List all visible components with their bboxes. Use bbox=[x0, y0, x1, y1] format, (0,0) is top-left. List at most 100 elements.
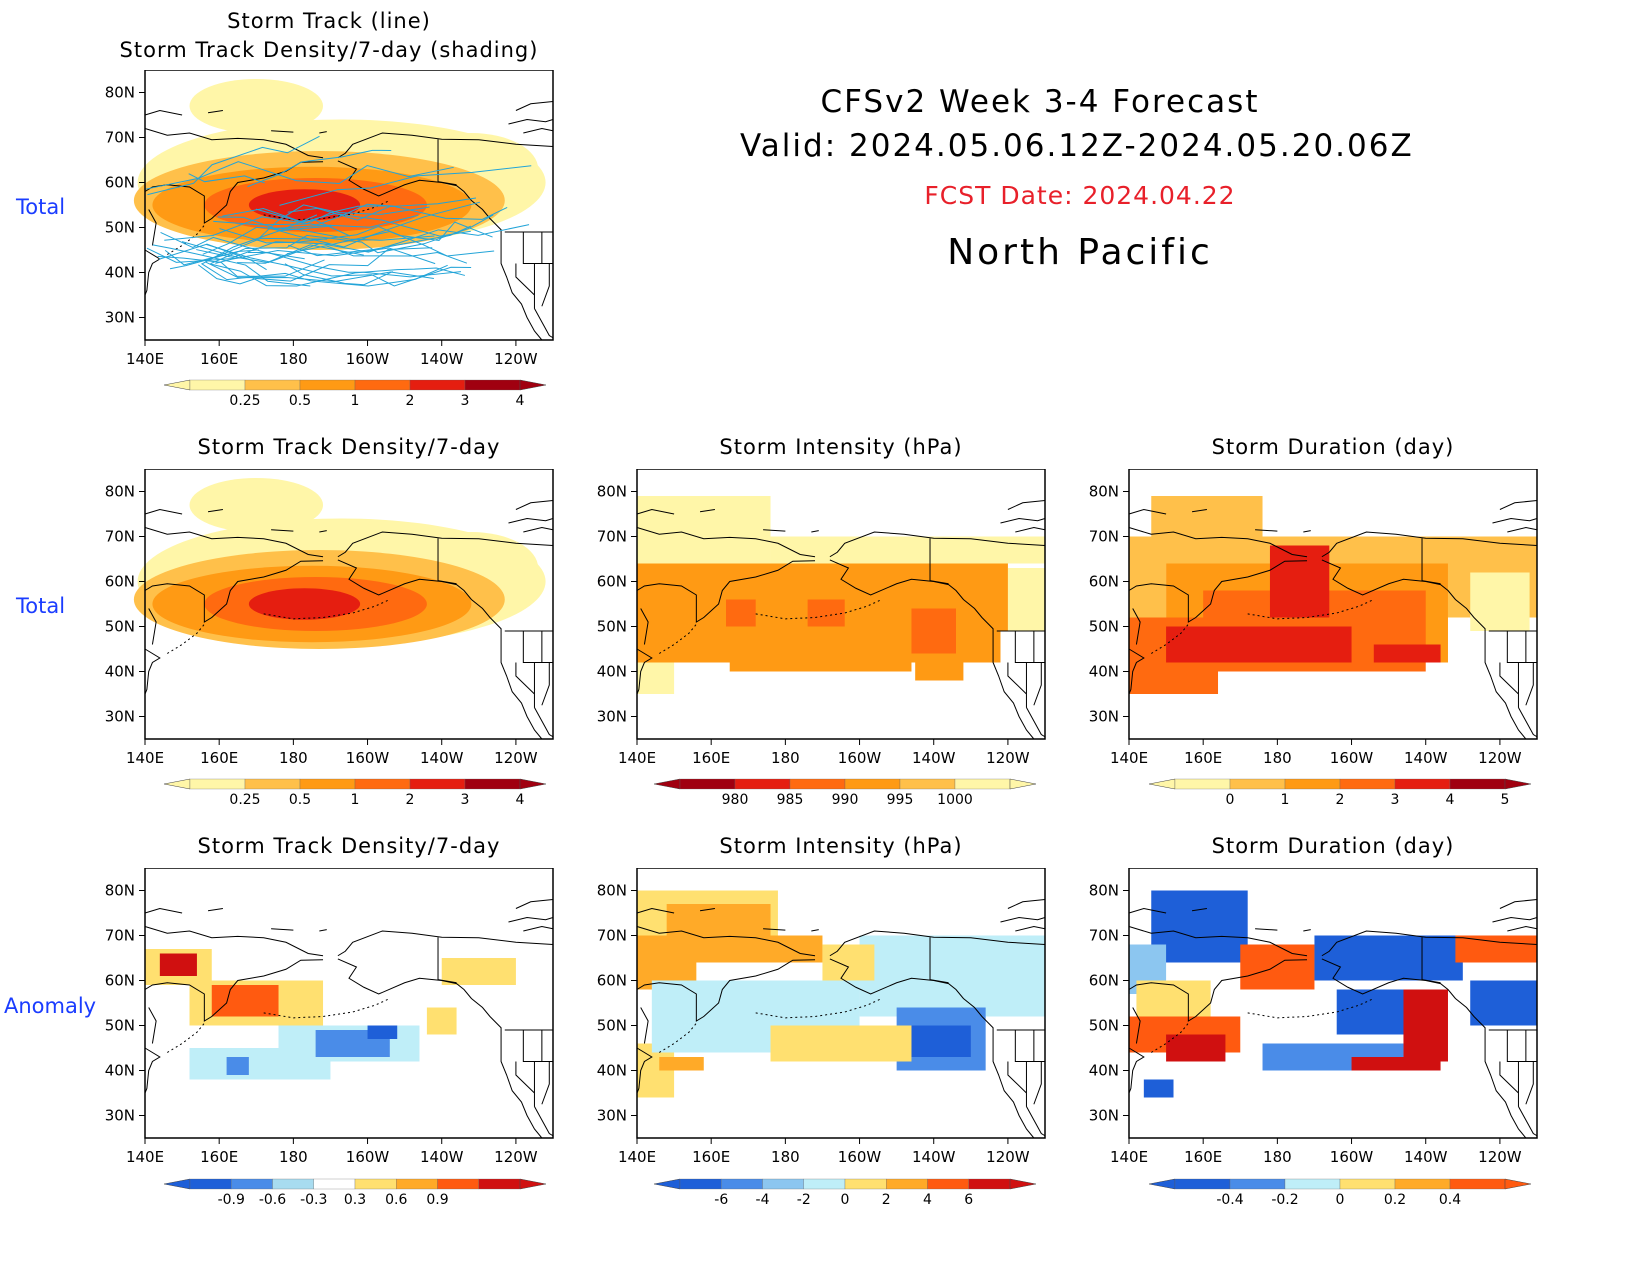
colorbar-segment bbox=[1339, 1178, 1396, 1190]
colorbar-tip-left bbox=[1148, 1178, 1176, 1190]
colorbar-segment bbox=[803, 1178, 846, 1190]
intensity-anomaly-map: 140E 160E 180 160W 140W 120W 80N 70N 60N 50N 40N 30… bbox=[597, 868, 1046, 1166]
region-title: North Pacific bbox=[947, 232, 1213, 273]
lat-tick-label: 60N bbox=[105, 573, 135, 591]
lat-tick-label: 50N bbox=[597, 618, 627, 636]
colorbar-label: -0.9 bbox=[218, 1192, 245, 1208]
colorbar-label: 0.5 bbox=[289, 792, 311, 808]
storm-track bbox=[215, 247, 436, 265]
storm-track bbox=[146, 247, 242, 263]
lat-tick-label: 40N bbox=[105, 1062, 135, 1080]
colorbar-label: 2 bbox=[1336, 792, 1345, 808]
colorbar-segment bbox=[1449, 778, 1506, 790]
lon-tick-label: 160E bbox=[200, 749, 238, 767]
panel1-title-line1: Storm Track (line) bbox=[227, 9, 431, 33]
lon-tick-label: 120W bbox=[1478, 749, 1522, 767]
lon-tick-label: 120W bbox=[494, 350, 538, 368]
colorbar-segment bbox=[679, 1178, 722, 1190]
lat-tick-label: 50N bbox=[105, 1017, 135, 1035]
lat-tick-label: 80N bbox=[1089, 882, 1119, 900]
panel4-title: Storm Duration (day) bbox=[1211, 435, 1455, 459]
coastline bbox=[636, 899, 1046, 1139]
colorbar-tip-right bbox=[1009, 778, 1037, 790]
lat-tick-label: 40N bbox=[597, 663, 627, 681]
lon-tick-label: 120W bbox=[494, 1148, 538, 1166]
colorbar-tip-right bbox=[519, 778, 547, 790]
map-frame bbox=[636, 868, 1046, 1139]
lon-tick-label: 140W bbox=[912, 749, 956, 767]
density-colorbar-2: 0.25 0.5 1 2 3 4 bbox=[163, 778, 547, 808]
colorbar-tip-right bbox=[519, 1178, 547, 1190]
colorbar-label: 3 bbox=[461, 792, 470, 808]
lon-tick-label: 120W bbox=[1478, 1148, 1522, 1166]
colorbar-segment bbox=[1174, 1178, 1231, 1190]
lat-tick-label: 30N bbox=[597, 1107, 627, 1125]
lat-tick-label: 60N bbox=[105, 972, 135, 990]
colorbar-label: -0.6 bbox=[259, 1192, 286, 1208]
grid-cells bbox=[1129, 890, 1537, 1098]
shading bbox=[133, 79, 546, 250]
colorbar-segment bbox=[354, 1178, 397, 1190]
colorbar-label: -6 bbox=[714, 1192, 728, 1208]
grid-cell bbox=[159, 953, 197, 976]
colorbar-segment bbox=[1449, 1178, 1506, 1190]
colorbar-label: -2 bbox=[797, 1192, 811, 1208]
grid-cell bbox=[1151, 890, 1248, 963]
lat-tick-label: 70N bbox=[1089, 528, 1119, 546]
grid-cell bbox=[915, 662, 964, 681]
colorbar-label: 4 bbox=[1446, 792, 1455, 808]
lat-tick-label: 30N bbox=[1089, 1107, 1119, 1125]
lon-tick-label: 160E bbox=[692, 1148, 730, 1166]
map-frame bbox=[144, 868, 554, 1139]
lon-tick-label: 160E bbox=[692, 749, 730, 767]
lon-tick-label: 140W bbox=[420, 1148, 464, 1166]
colorbar-segment bbox=[299, 778, 356, 790]
row-label-1: Total bbox=[16, 195, 66, 219]
grid-cell bbox=[770, 536, 1045, 564]
lon-tick-label: 140E bbox=[126, 1148, 164, 1166]
colorbar-segment bbox=[437, 1178, 479, 1190]
colorbar-tip-left bbox=[1148, 778, 1176, 790]
grid-cell bbox=[1166, 1034, 1226, 1062]
density-anomaly-colorbar: -0.9 -0.6 -0.3 0.3 0.6 0.9 bbox=[163, 1178, 547, 1208]
storm-track bbox=[160, 231, 305, 260]
colorbar-segment bbox=[844, 1178, 887, 1190]
grid-cell bbox=[807, 599, 845, 627]
lat-tick-label: 40N bbox=[105, 264, 135, 282]
map-frame bbox=[144, 469, 554, 740]
lon-tick-label: 160E bbox=[200, 1148, 238, 1166]
colorbar-segment bbox=[1174, 778, 1231, 790]
colorbar-label: 0 bbox=[841, 1192, 850, 1208]
grid-cell bbox=[726, 599, 756, 627]
lat-tick-label: 70N bbox=[597, 927, 627, 945]
lon-tick-label: 180 bbox=[279, 749, 308, 767]
lat-tick-label: 50N bbox=[597, 1017, 627, 1035]
lon-tick-label: 140E bbox=[618, 1148, 656, 1166]
lat-tick-label: 80N bbox=[105, 483, 135, 501]
colorbar-segment bbox=[899, 778, 956, 790]
lat-tick-label: 50N bbox=[105, 219, 135, 237]
colorbar-segment bbox=[299, 379, 356, 391]
lon-tick-label: 180 bbox=[1263, 749, 1292, 767]
intensity-total-map: 140E 160E 180 160W 140W 120W 80N 70N 60N 50N 40N 30… bbox=[597, 469, 1046, 767]
panel3-title: Storm Intensity (hPa) bbox=[719, 435, 963, 459]
grid-cell bbox=[822, 944, 875, 981]
colorbar-label: 4 bbox=[516, 393, 525, 409]
lon-tick-label: 140W bbox=[420, 749, 464, 767]
colorbar-segment bbox=[844, 778, 901, 790]
colorbar-tip-left bbox=[653, 778, 681, 790]
colorbar-label: 985 bbox=[777, 792, 804, 808]
storm-track bbox=[202, 226, 435, 255]
colorbar-label: 1 bbox=[1281, 792, 1290, 808]
colorbar-label: 0.5 bbox=[289, 393, 311, 409]
colorbar-label: -0.4 bbox=[1216, 1192, 1243, 1208]
panel1-title-line2: Storm Track Density/7-day (shading) bbox=[119, 38, 539, 62]
storm-track bbox=[164, 203, 398, 241]
lat-tick-label: 70N bbox=[105, 129, 135, 147]
coastline bbox=[144, 500, 554, 740]
colorbar-label: 980 bbox=[722, 792, 749, 808]
lat-tick-label: 30N bbox=[105, 1107, 135, 1125]
colorbar-segment bbox=[886, 1178, 928, 1190]
colorbar-label: 0.25 bbox=[229, 393, 260, 409]
lat-tick-label: 60N bbox=[597, 573, 627, 591]
